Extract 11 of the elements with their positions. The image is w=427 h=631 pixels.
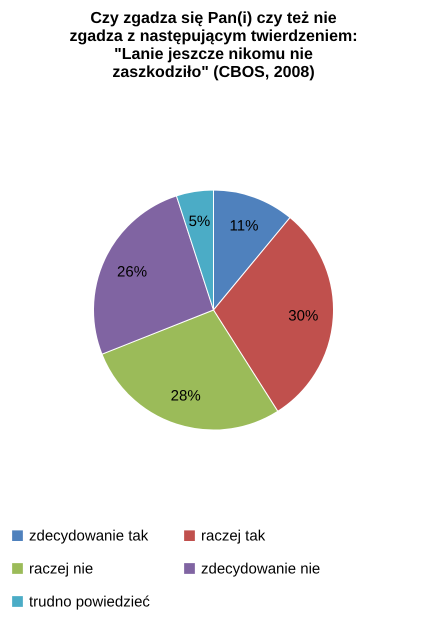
chart-title: Czy zgadza się Pan(i) czy też nie zgadza z następującym twierdzeniem: "Lanie jeszcze nikomu nie zaszkodziło" (CBOS, 2008) [69, 10, 358, 81]
legend-label: raczej tak [201, 528, 266, 545]
data-label: 30% [288, 308, 318, 325]
data-label: 28% [170, 388, 201, 405]
legend-label: zdecydowanie nie [201, 560, 320, 578]
data-label: 5% [188, 213, 210, 230]
legend-label: trudno powiedzieć [29, 594, 150, 610]
legend-label: zdecydowanie tak [29, 528, 149, 545]
legend-label: raczej nie [29, 560, 94, 578]
data-label: 26% [117, 264, 148, 281]
data-label: 11% [230, 217, 258, 234]
